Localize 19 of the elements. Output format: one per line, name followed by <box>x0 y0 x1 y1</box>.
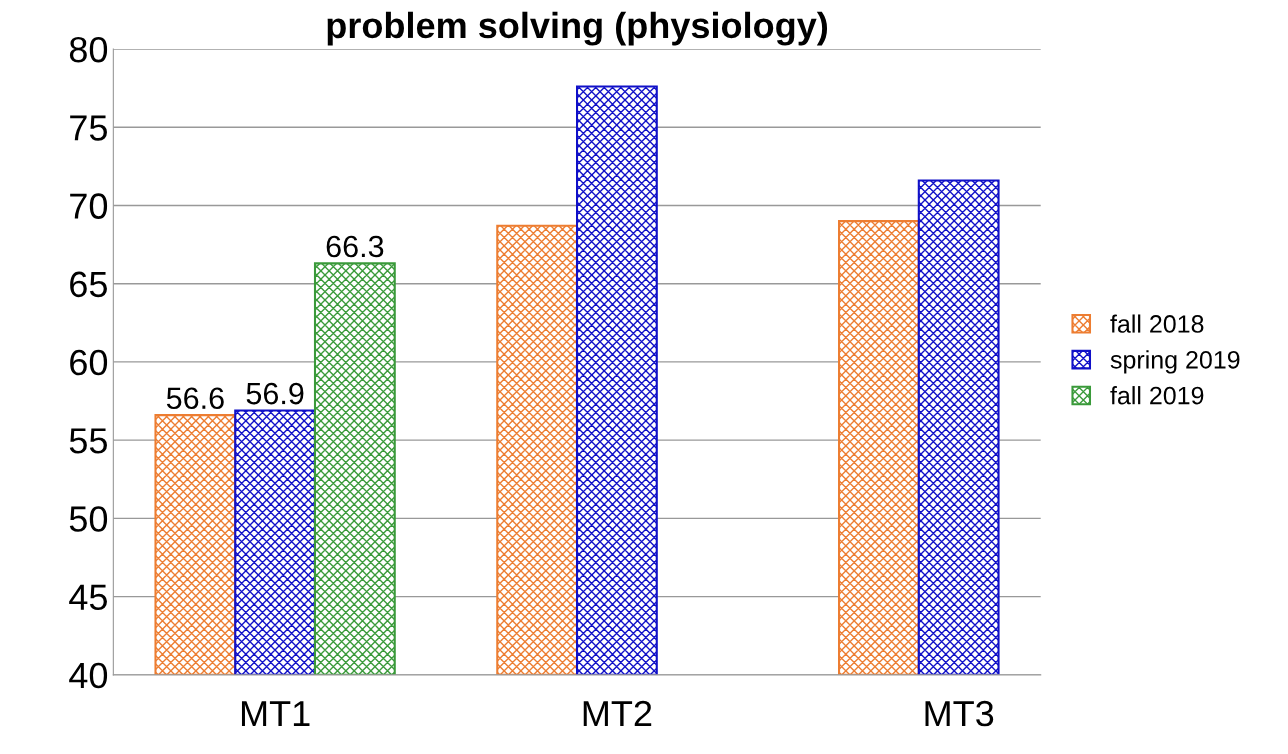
legend-label: fall 2018 <box>1110 314 1204 333</box>
data-label: 56.6 <box>166 387 224 410</box>
y-tick-label: 45 <box>69 584 107 611</box>
legend-label: spring 2019 <box>1110 350 1240 374</box>
data-label: 56.9 <box>246 382 304 405</box>
y-tick-label: 70 <box>70 193 108 219</box>
y-tick-label: 80 <box>69 36 108 63</box>
x-tick-label: MT2 <box>583 700 652 726</box>
y-tick-label: 60 <box>70 349 108 376</box>
y-tick-label: 75 <box>70 115 107 141</box>
y-tick-label: 55 <box>69 428 107 454</box>
data-label: 66.3 <box>326 235 384 258</box>
y-tick-label: 65 <box>70 271 107 298</box>
chart-title: problem solving (physiology) <box>327 11 828 46</box>
y-tick-label: 40 <box>69 662 108 689</box>
y-tick-label: 50 <box>69 506 108 532</box>
x-tick-label: MT1 <box>241 701 310 726</box>
legend-label: fall 2019 <box>1110 386 1204 405</box>
x-tick-label: MT3 <box>925 700 994 727</box>
